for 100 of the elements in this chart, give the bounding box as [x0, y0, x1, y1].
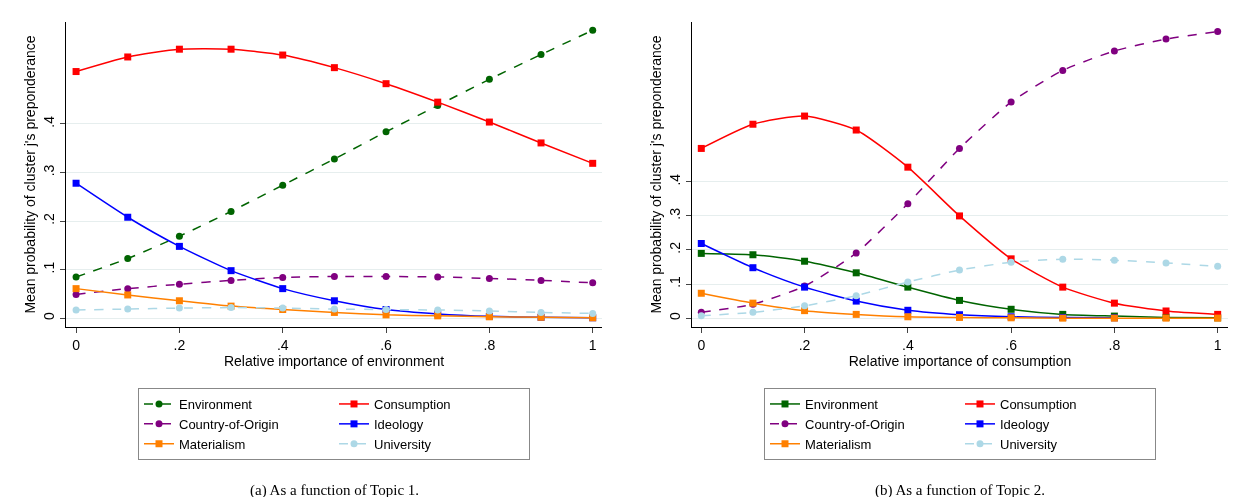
point	[485, 118, 493, 126]
point	[227, 207, 235, 215]
point	[537, 308, 545, 316]
legend-label: University	[1000, 436, 1058, 452]
point	[589, 26, 597, 34]
x-tick-label: 0	[72, 336, 81, 353]
point	[485, 274, 493, 282]
point	[485, 75, 493, 83]
point	[852, 292, 860, 300]
point	[1059, 66, 1067, 74]
point	[279, 273, 287, 281]
point	[697, 289, 705, 297]
point	[801, 257, 809, 265]
point	[175, 242, 183, 250]
point	[1110, 47, 1118, 55]
point	[1007, 305, 1015, 313]
point	[697, 240, 705, 248]
point	[852, 310, 860, 318]
y-tick-label: .1	[667, 275, 684, 288]
legend-label: Ideology	[1000, 416, 1050, 432]
point	[72, 273, 80, 281]
point	[124, 285, 132, 293]
point	[124, 255, 132, 263]
x-tick-label: .8	[1108, 336, 1121, 353]
point	[1059, 283, 1067, 291]
point	[175, 45, 183, 53]
legend-label: Consumption	[374, 397, 451, 413]
point	[589, 279, 597, 287]
point	[749, 120, 757, 128]
point	[1162, 307, 1170, 315]
point	[175, 304, 183, 312]
point	[175, 297, 183, 305]
point	[904, 278, 912, 286]
point	[175, 232, 183, 240]
point	[537, 276, 545, 284]
legend-label: Environment	[805, 397, 879, 413]
legend-label: Materialism	[805, 436, 872, 452]
point	[72, 285, 80, 293]
point	[124, 213, 132, 221]
point	[1007, 98, 1015, 106]
point	[485, 307, 493, 315]
point	[801, 112, 809, 120]
point	[72, 179, 80, 187]
y-tick-label: 0	[667, 311, 684, 320]
point	[1110, 256, 1118, 264]
y-tick-label: .1	[41, 261, 58, 274]
point	[852, 297, 860, 305]
y-tick-label: 0	[41, 312, 58, 321]
point	[852, 269, 860, 277]
point	[124, 53, 132, 61]
point	[382, 128, 390, 136]
point	[801, 302, 809, 310]
point	[227, 267, 235, 275]
y-axis-title: Mean probability of cluster j's preponderance	[648, 35, 664, 314]
y-tick-label: .3	[667, 207, 684, 220]
point	[955, 266, 963, 274]
point	[434, 98, 442, 106]
point	[72, 306, 80, 314]
legend-label: Consumption	[1000, 397, 1077, 413]
point	[749, 308, 757, 316]
y-tick-label: .2	[667, 241, 684, 254]
point	[955, 296, 963, 304]
point	[434, 273, 442, 281]
point	[955, 144, 963, 152]
x-axis-title: Relative importance of environment	[223, 353, 445, 370]
point	[382, 80, 390, 88]
point	[904, 313, 912, 321]
x-tick-label: 1	[1213, 336, 1222, 353]
legend-label: Country-of-Origin	[805, 416, 905, 432]
legend-label: Country-of-Origin	[179, 416, 279, 432]
legend-label: Environment	[179, 397, 253, 413]
point	[697, 144, 705, 152]
point	[330, 272, 338, 280]
point	[279, 285, 287, 293]
point	[227, 45, 235, 53]
point	[537, 51, 545, 59]
point	[955, 212, 963, 220]
x-tick-label: 0	[697, 336, 706, 353]
point	[904, 200, 912, 208]
point	[72, 68, 80, 76]
legend-label: University	[374, 436, 432, 452]
legend-label: Ideology	[374, 416, 424, 432]
point	[904, 163, 912, 171]
point	[330, 297, 338, 305]
point	[852, 249, 860, 257]
point	[124, 291, 132, 299]
point	[279, 51, 287, 59]
y-tick-label: .3	[41, 164, 58, 177]
x-tick-label: .6	[380, 336, 393, 353]
point	[697, 312, 705, 320]
legend-label: Materialism	[179, 436, 246, 452]
point	[279, 181, 287, 189]
x-tick-label: 1	[588, 336, 597, 353]
point	[124, 305, 132, 313]
x-tick-label: .4	[902, 336, 914, 353]
y-tick-label: .2	[41, 212, 58, 225]
y-tick-label: .4	[667, 173, 684, 186]
point	[749, 251, 757, 259]
point	[175, 280, 183, 288]
y-tick-label: .4	[41, 115, 58, 128]
